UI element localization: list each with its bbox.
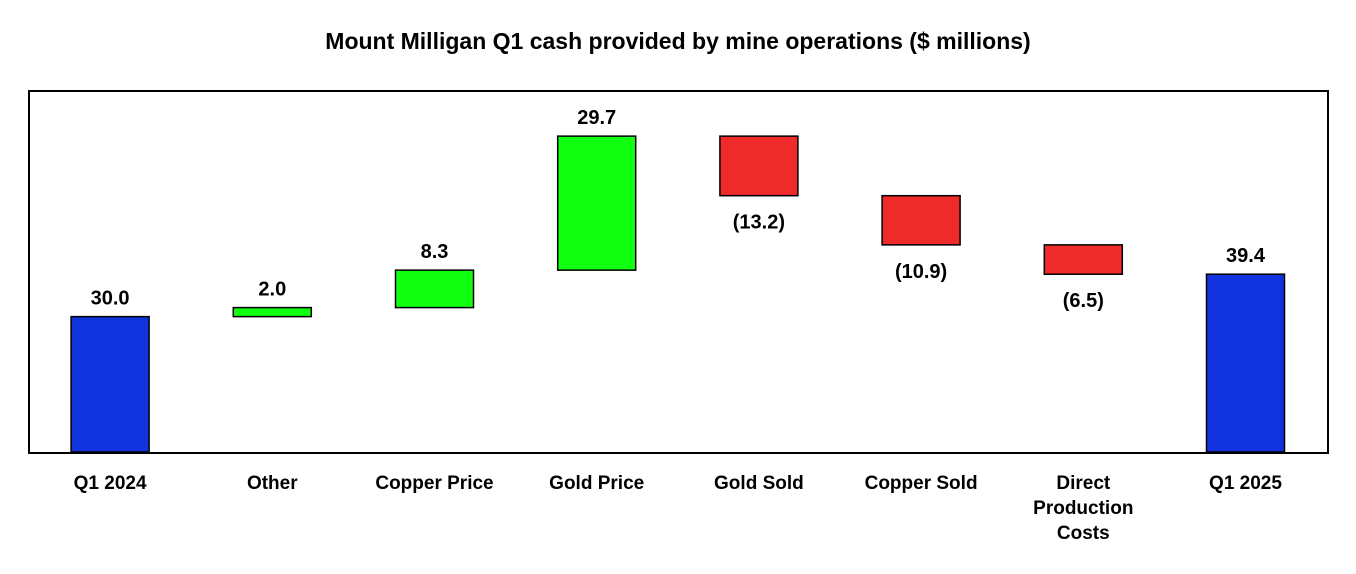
category-label: Copper Sold (865, 473, 978, 494)
value-label: 2.0 (258, 279, 286, 301)
category-label: Q1 2025 (1209, 473, 1282, 494)
bar-q1-2025 (1205, 273, 1286, 453)
bar-gold-sold (719, 135, 799, 197)
category-label: Production (1033, 498, 1133, 519)
category-label: Copper Price (375, 473, 493, 494)
value-label: 29.7 (577, 107, 616, 129)
value-label: (6.5) (1063, 290, 1104, 312)
category-label: Gold Sold (714, 473, 804, 494)
value-label: 30.0 (91, 288, 130, 310)
bars-layer (70, 135, 1286, 453)
category-labels-layer: Q1 2024 Other Copper Price Gold Price Gold S… (74, 473, 1283, 544)
value-label: 8.3 (421, 241, 449, 263)
category-label: Other (247, 473, 298, 494)
bar-copper-sold (881, 194, 961, 246)
plot-area-frame (28, 90, 1329, 454)
bar-direct-production-costs (1043, 244, 1124, 275)
chart-title: Mount Milligan Q1 cash provided by mine … (325, 28, 1031, 54)
value-label: (13.2) (733, 212, 785, 234)
value-labels-layer: 30.0 2.0 8.3 29.7 (13.2) (10.9) (6.5) 39.4 (91, 107, 1266, 312)
bar-gold-price (556, 135, 637, 271)
bar-q1-2024 (70, 315, 150, 453)
bar-copper-price (394, 269, 475, 309)
category-label: Costs (1057, 523, 1110, 544)
value-label: (10.9) (895, 261, 947, 283)
value-label: 39.4 (1226, 245, 1266, 267)
category-label: Gold Price (549, 473, 644, 494)
category-label: Direct (1056, 473, 1111, 494)
category-label: Q1 2024 (74, 473, 147, 494)
bar-other (232, 306, 313, 318)
